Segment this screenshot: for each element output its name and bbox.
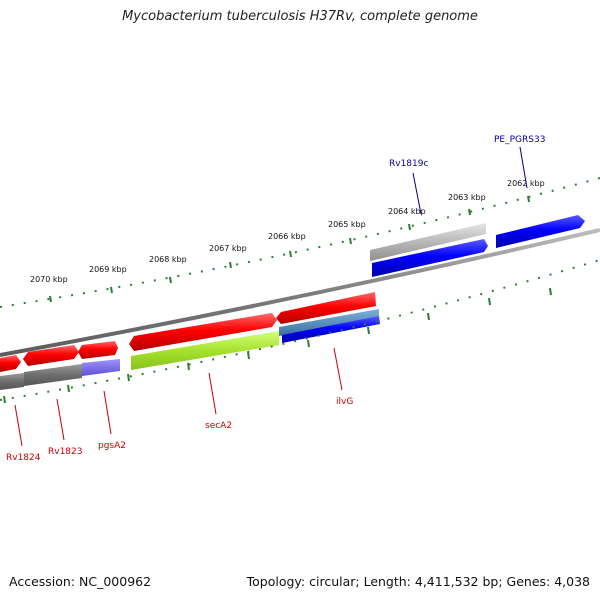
feature-ilvg-fwd[interactable] bbox=[276, 292, 376, 324]
callout-rv1823 bbox=[56, 398, 65, 441]
inner-tick bbox=[307, 339, 310, 348]
feature-seca2[interactable] bbox=[129, 313, 277, 351]
tick-2064 bbox=[408, 223, 411, 231]
callout-rv1824 bbox=[14, 404, 23, 447]
callout-seca2 bbox=[208, 372, 217, 415]
tick-2063 bbox=[468, 208, 471, 216]
scale-label: 2065 kbp bbox=[328, 220, 366, 229]
scale-label: 2067 kbp bbox=[209, 244, 247, 253]
inner-tick bbox=[488, 297, 491, 306]
feature-top-blue-1[interactable] bbox=[372, 239, 488, 277]
gene-label-pe-pgrs33[interactable]: PE_PGRS33 bbox=[494, 135, 545, 145]
feature-ilvg-steel[interactable] bbox=[279, 309, 379, 336]
scale-label: 2066 kbp bbox=[268, 232, 306, 241]
tick-2067 bbox=[229, 261, 232, 269]
inner-tick bbox=[127, 373, 130, 382]
scale-label: 2063 kbp bbox=[448, 193, 486, 202]
genome-summary-text: Topology: circular; Length: 4,411,532 bp… bbox=[246, 574, 590, 589]
gene-labels: Rv1819c PE_PGRS33 Rv1824 Rv1823 pgsA2 se… bbox=[6, 135, 545, 463]
feature-rv1823[interactable] bbox=[24, 364, 82, 386]
inner-tick bbox=[187, 362, 190, 371]
feature-rv1823-fwd[interactable] bbox=[23, 345, 79, 366]
scale-label: 2070 kbp bbox=[30, 275, 68, 284]
callout-pe-pgrs33 bbox=[519, 146, 528, 189]
feature-rv1819c[interactable] bbox=[370, 223, 486, 261]
tick-2062 bbox=[527, 195, 530, 203]
callout-ilvg bbox=[333, 347, 343, 391]
feature-pgsa2-fwd[interactable] bbox=[78, 341, 118, 359]
inner-tick-ring bbox=[0, 259, 600, 401]
tick-2070 bbox=[49, 295, 52, 303]
scale-label: 2069 kbp bbox=[89, 265, 127, 274]
feature-pe-pgrs33[interactable] bbox=[496, 215, 585, 248]
feature-ilvg-blue[interactable] bbox=[282, 316, 380, 343]
inner-tick bbox=[247, 351, 250, 360]
feature-seca2-lime[interactable] bbox=[131, 331, 279, 370]
top-features bbox=[370, 215, 585, 277]
tick-2068 bbox=[169, 276, 172, 284]
forward-features bbox=[0, 292, 376, 372]
scale-label: 2064 kbp bbox=[388, 207, 426, 216]
inner-major-ticks bbox=[3, 287, 552, 404]
map-title: Mycobacterium tuberculosis H37Rv, comple… bbox=[122, 9, 478, 24]
callout-rv1819c bbox=[412, 172, 422, 215]
inner-tick bbox=[67, 384, 70, 393]
callout-pgsa2 bbox=[103, 390, 112, 435]
callout-lines bbox=[14, 146, 528, 447]
inner-tick bbox=[549, 287, 552, 296]
reverse-features bbox=[0, 309, 380, 390]
gene-label-rv1819c[interactable]: Rv1819c bbox=[389, 159, 428, 169]
inner-tick bbox=[367, 326, 370, 335]
tick-2069 bbox=[110, 286, 113, 294]
gene-label-seca2[interactable]: secA2 bbox=[205, 421, 232, 431]
gene-label-ilvg[interactable]: ilvG bbox=[336, 397, 353, 407]
outer-tick-ring bbox=[0, 177, 600, 308]
feature-pgsa2[interactable] bbox=[82, 359, 120, 376]
feature-rv1824-fwd[interactable] bbox=[0, 355, 21, 372]
genome-backbone bbox=[0, 228, 600, 357]
tick-2066 bbox=[289, 250, 292, 258]
scale-label: 2068 kbp bbox=[149, 255, 187, 264]
inner-tick bbox=[3, 395, 6, 404]
tick-2065 bbox=[349, 237, 352, 245]
feature-rv1824[interactable] bbox=[0, 373, 24, 390]
gene-label-rv1824[interactable]: Rv1824 bbox=[6, 453, 41, 463]
gene-label-pgsa2[interactable]: pgsA2 bbox=[98, 441, 126, 451]
inner-tick bbox=[427, 312, 430, 321]
gene-label-rv1823[interactable]: Rv1823 bbox=[48, 447, 82, 457]
outer-major-ticks bbox=[49, 195, 530, 303]
accession-text: Accession: NC_000962 bbox=[9, 574, 152, 589]
